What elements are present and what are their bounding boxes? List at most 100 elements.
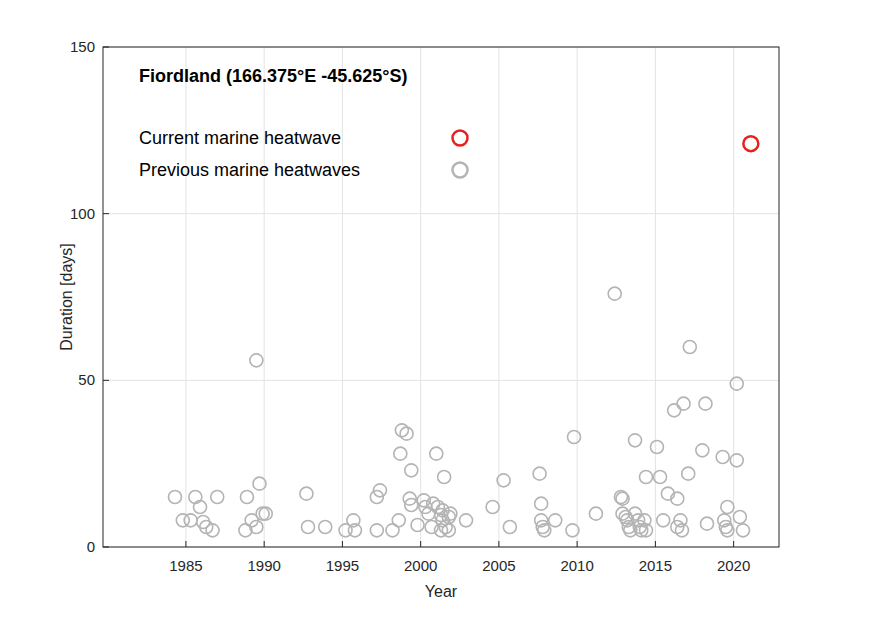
data-point — [699, 397, 712, 410]
tick-x — [577, 541, 578, 547]
tick-label-y: 50 — [78, 371, 95, 388]
data-point — [250, 354, 263, 367]
data-point — [629, 434, 642, 447]
tick-label-y: 0 — [87, 538, 95, 555]
tick-y — [103, 213, 109, 214]
data-point — [716, 451, 729, 464]
data-point — [538, 524, 551, 537]
data-point — [442, 524, 455, 537]
data-point — [444, 507, 457, 520]
data-point — [370, 524, 383, 537]
data-point — [608, 287, 621, 300]
data-point — [639, 524, 652, 537]
data-point — [373, 484, 386, 497]
data-point — [616, 492, 629, 505]
frame — [103, 47, 779, 547]
tick-x — [264, 541, 265, 547]
data-point — [721, 524, 734, 537]
data-point — [400, 427, 413, 440]
data-point — [438, 471, 451, 484]
tick-x — [420, 541, 421, 547]
data-point — [683, 341, 696, 354]
data-point — [657, 514, 670, 527]
data-point — [730, 377, 743, 390]
data-point — [675, 524, 688, 537]
data-point — [737, 524, 750, 537]
data-point — [301, 521, 314, 534]
data-point — [682, 467, 695, 480]
data-point — [701, 517, 714, 530]
data-point — [430, 447, 443, 460]
grid-line-x — [577, 47, 578, 547]
chart-title: Fiordland (166.375°E -45.625°S) — [139, 66, 408, 86]
legend-label: Previous marine heatwaves — [139, 160, 360, 180]
tick-x — [498, 541, 499, 547]
grid-line-x — [342, 47, 343, 547]
data-point — [411, 519, 424, 532]
data-point — [654, 471, 667, 484]
grid-line-x — [264, 47, 265, 547]
tick-label-x: 2020 — [717, 557, 750, 574]
legend-marker — [453, 163, 468, 178]
tick-label-x: 2015 — [639, 557, 672, 574]
data-point — [671, 492, 684, 505]
data-point — [392, 514, 405, 527]
tick-label-x: 1995 — [326, 557, 359, 574]
data-point — [730, 454, 743, 467]
data-point — [460, 514, 473, 527]
legend: Current marine heatwave Previous marine h… — [139, 128, 468, 180]
data-point — [549, 514, 562, 527]
grid-line-x — [185, 47, 186, 547]
tick-label-x: 2005 — [482, 557, 515, 574]
grid-line-x — [498, 47, 499, 547]
data-point — [566, 524, 579, 537]
grid-line-y — [103, 213, 779, 214]
y-axis-label: Duration [days] — [58, 243, 75, 351]
data-point — [696, 444, 709, 457]
data-point — [535, 497, 548, 510]
data-point — [184, 514, 197, 527]
data-point — [300, 487, 313, 500]
data-point — [668, 404, 681, 417]
data-point — [256, 507, 269, 520]
plot-area — [103, 47, 779, 547]
tick-label-y: 100 — [70, 205, 95, 222]
data-point — [533, 467, 546, 480]
data-point — [743, 136, 758, 151]
data-point — [319, 521, 332, 534]
data-point — [503, 521, 516, 534]
tick-label-x: 2010 — [560, 557, 593, 574]
chart: 1985 1990 1995 2000 2005 2010 2015 2020 0 50 100 15… — [0, 0, 873, 624]
tick-x — [342, 541, 343, 547]
data-point — [240, 491, 253, 504]
tick-label-x: 2000 — [404, 557, 437, 574]
data-point — [405, 464, 418, 477]
data-point — [589, 507, 602, 520]
data-point — [497, 474, 510, 487]
tick-label-x: 1985 — [169, 557, 202, 574]
data-point — [194, 501, 207, 514]
points — [168, 136, 758, 537]
data-point — [405, 499, 418, 512]
data-point — [348, 524, 361, 537]
tick-x — [185, 541, 186, 547]
data-point — [650, 441, 663, 454]
data-point — [733, 511, 746, 524]
legend-marker — [453, 131, 468, 146]
data-point — [250, 521, 263, 534]
legend-label: Current marine heatwave — [139, 128, 341, 148]
data-point — [211, 491, 224, 504]
tick-x — [655, 541, 656, 547]
data-point — [486, 501, 499, 514]
x-axis-label: Year — [425, 583, 458, 600]
tick-y — [103, 380, 109, 381]
data-point — [639, 471, 652, 484]
tick-label-x: 1990 — [247, 557, 280, 574]
grid-line-x — [733, 47, 734, 547]
data-point — [394, 447, 407, 460]
grid-line-y — [103, 380, 779, 381]
grid-line-x — [420, 47, 421, 547]
data-point — [176, 514, 189, 527]
tick-x — [733, 541, 734, 547]
tick-label-y: 150 — [70, 38, 95, 55]
